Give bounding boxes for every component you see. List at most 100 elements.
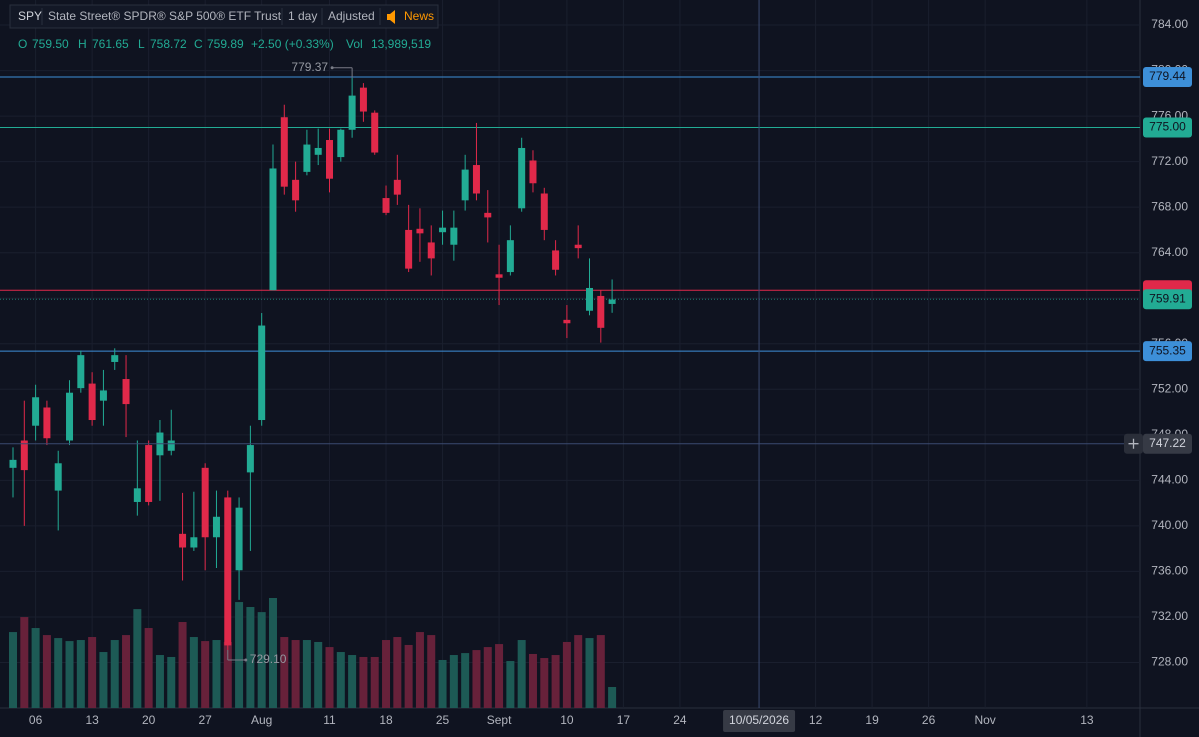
volume-bar bbox=[144, 628, 153, 708]
header-box bbox=[9, 4, 439, 29]
volume-bar bbox=[20, 617, 29, 708]
candle-body bbox=[484, 212, 492, 218]
volume-bar bbox=[528, 653, 537, 708]
volume-bar bbox=[178, 622, 187, 708]
legend-o-label: O bbox=[18, 37, 27, 51]
candle-body bbox=[382, 198, 390, 213]
crosshair-date-box bbox=[723, 710, 796, 732]
volume-bar bbox=[110, 640, 119, 708]
level-tag-box bbox=[1143, 341, 1192, 362]
volume-bar bbox=[155, 655, 164, 708]
y-tick-label: 736.00 bbox=[1151, 564, 1188, 578]
volume-bar bbox=[551, 655, 560, 708]
legend-h-label: H bbox=[78, 37, 87, 51]
candle-body bbox=[43, 407, 51, 439]
volume-bar bbox=[212, 640, 221, 708]
candle-body bbox=[133, 488, 141, 502]
x-tick-label: 25 bbox=[436, 713, 450, 727]
annotation-label: 779.37 bbox=[291, 60, 328, 74]
interval[interactable]: 1 day bbox=[288, 9, 317, 23]
crosshair-date: 10/05/2026 bbox=[729, 713, 789, 727]
y-tick-label: 772.00 bbox=[1151, 154, 1188, 168]
legend-low: 758.72 bbox=[150, 37, 187, 51]
candle-body bbox=[427, 242, 435, 259]
candle-body bbox=[495, 274, 503, 278]
level-tag: 755.35 bbox=[1149, 343, 1186, 357]
volume-bar bbox=[65, 641, 74, 708]
candle-body bbox=[9, 459, 17, 468]
candle-body bbox=[20, 440, 28, 471]
volume-bar bbox=[585, 638, 594, 708]
candle-body bbox=[212, 516, 220, 538]
legend-close: 759.89 bbox=[207, 37, 244, 51]
x-tick-label: 26 bbox=[922, 713, 936, 727]
level-tag-box bbox=[1143, 66, 1192, 87]
candle-body bbox=[179, 533, 187, 548]
y-tick-label: 740.00 bbox=[1151, 518, 1188, 532]
level-tag: 779.44 bbox=[1149, 69, 1186, 83]
x-tick-label: 13 bbox=[1080, 713, 1094, 727]
volume-bar bbox=[449, 655, 458, 708]
level-tag: 775.00 bbox=[1149, 120, 1186, 134]
volume-bar bbox=[314, 641, 323, 708]
volume-bar bbox=[472, 650, 481, 708]
candle-body bbox=[190, 537, 198, 548]
news[interactable]: News bbox=[404, 9, 434, 23]
x-tick-label: 06 bbox=[29, 713, 43, 727]
y-tick-label: 732.00 bbox=[1151, 609, 1188, 623]
candle-body bbox=[246, 445, 254, 473]
x-tick-label: 12 bbox=[809, 713, 823, 727]
legend-volume: 13,989,519 bbox=[371, 37, 431, 51]
candle-body bbox=[258, 325, 266, 421]
volume-bar bbox=[359, 656, 368, 708]
candle-body bbox=[201, 467, 209, 538]
legend-vol-label: Vol bbox=[346, 37, 363, 51]
x-tick-label: 17 bbox=[617, 713, 631, 727]
security-name: State Street® SPDR® S&P 500® ETF Trust bbox=[48, 9, 282, 23]
x-tick-label: 27 bbox=[198, 713, 212, 727]
candle-body bbox=[292, 179, 300, 201]
x-tick-label: Sept bbox=[487, 713, 512, 727]
candle-body bbox=[111, 355, 119, 362]
header: SPY State Street® SPDR® S&P 500® ETF Tru… bbox=[9, 4, 439, 51]
legend-open: 759.50 bbox=[32, 37, 69, 51]
candle-body bbox=[540, 193, 548, 230]
y-tick-label: 764.00 bbox=[1151, 245, 1188, 259]
candle-body bbox=[235, 507, 243, 571]
volume-bar bbox=[268, 598, 277, 708]
volume-bar bbox=[246, 607, 255, 708]
volume-bar bbox=[8, 632, 17, 708]
candle-body bbox=[269, 168, 277, 291]
volume-bar bbox=[608, 687, 617, 708]
legend-c-label: C bbox=[194, 37, 203, 51]
adjustment[interactable]: Adjusted bbox=[328, 9, 375, 23]
last-price-tag: 759.91 bbox=[1149, 291, 1186, 305]
candle-body bbox=[77, 355, 85, 389]
x-tick-label: 24 bbox=[673, 713, 687, 727]
candle-body bbox=[574, 244, 582, 249]
candle-body bbox=[122, 379, 130, 405]
candle-body bbox=[99, 390, 107, 401]
candle-body bbox=[608, 299, 616, 304]
symbol[interactable]: SPY bbox=[18, 9, 42, 23]
candle-body bbox=[529, 160, 537, 184]
crosshair-price: 747.22 bbox=[1149, 436, 1186, 450]
y-tick-label: 752.00 bbox=[1151, 381, 1188, 395]
volume-bar bbox=[348, 655, 357, 708]
volume-bar bbox=[42, 635, 51, 708]
candle-body bbox=[32, 397, 40, 426]
candle-body bbox=[371, 112, 379, 153]
volume-bar bbox=[201, 641, 210, 708]
legend-high: 761.65 bbox=[92, 37, 129, 51]
annotation-dot bbox=[244, 658, 248, 662]
volume-bar bbox=[167, 656, 176, 708]
legend-change: +2.50 (+0.33%) bbox=[251, 37, 334, 51]
volume-bar bbox=[31, 628, 40, 708]
x-tick-label: 19 bbox=[865, 713, 879, 727]
volume-bar bbox=[562, 641, 571, 708]
candle-body bbox=[393, 179, 401, 195]
candle-body bbox=[416, 228, 424, 234]
x-tick-label: 13 bbox=[85, 713, 99, 727]
